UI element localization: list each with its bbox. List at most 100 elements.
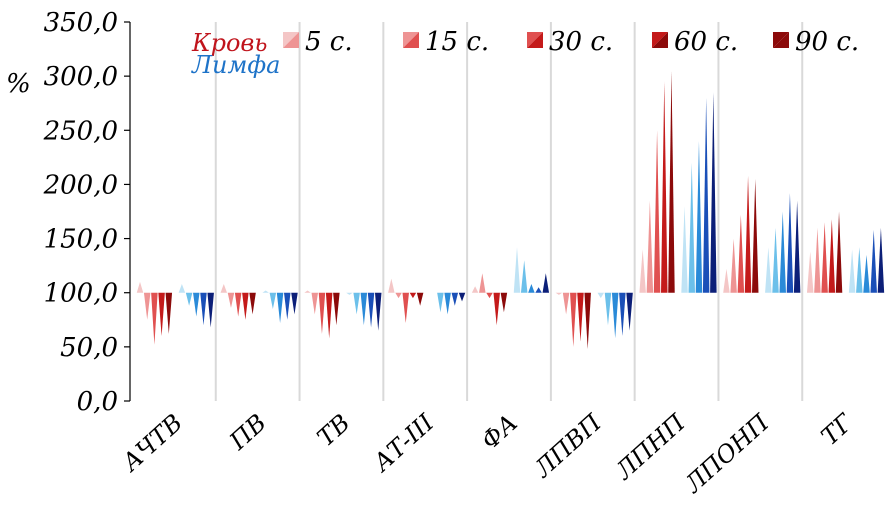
y-tick-label: 100,0 [44, 279, 118, 309]
bar-lymph-3 [863, 254, 870, 293]
bar-blood-1 [136, 281, 144, 293]
bar-blood-1 [388, 278, 395, 293]
y-tick-label: 50,0 [60, 333, 118, 363]
bar-blood-5 [835, 211, 843, 293]
bar-lymph-2 [604, 292, 612, 326]
bar-lymph-5 [793, 200, 801, 293]
bar-blood-2 [646, 200, 654, 293]
bar-lymph-1 [262, 290, 269, 293]
bar-blood-5 [500, 292, 508, 313]
bar-blood-4 [158, 292, 165, 337]
bar-lymph-1 [346, 292, 353, 295]
bar-blood-1 [471, 286, 479, 293]
bar-blood-3 [570, 292, 577, 347]
legend-label: 90 с. [795, 27, 859, 57]
bar-lymph-3 [611, 292, 619, 339]
category-label: ЛПОНП [679, 408, 775, 499]
category-separators [214, 22, 804, 401]
bar-blood-2 [814, 227, 821, 293]
y-tick-label: 0,0 [77, 387, 118, 417]
bar-lymph-2 [520, 260, 528, 293]
legend-label: 30 с. [549, 27, 613, 57]
legend-label: 15 с. [425, 27, 489, 57]
bar-lymph-2 [269, 292, 277, 309]
bar-blood-1 [723, 268, 730, 293]
bar-blood-4 [409, 292, 417, 299]
bar-lymph-1 [848, 249, 856, 293]
bar-blood-3 [402, 292, 409, 324]
y-axis-unit-label: % [6, 69, 31, 99]
bar-lymph-5 [374, 292, 382, 331]
y-tick-label: 200,0 [43, 170, 118, 200]
y-tick-label: 250,0 [43, 116, 118, 146]
category-label: АЧТВ [115, 409, 188, 478]
bar-blood-5 [333, 292, 340, 326]
bar-blood-1 [639, 249, 646, 293]
bar-blood-1 [304, 290, 311, 293]
bar-blood-1 [555, 292, 563, 295]
bar-blood-2 [227, 292, 235, 308]
bar-lymph-4 [535, 287, 542, 293]
bar-lymph-2 [185, 292, 193, 306]
legend-swatch-blood-shade [652, 32, 668, 48]
bar-blood-2 [730, 238, 737, 293]
category-label: АТ-III [367, 408, 440, 478]
bar-lymph-2 [856, 247, 863, 293]
bar-lymph-2 [437, 292, 444, 313]
bar-lymph-5 [626, 292, 633, 331]
y-tick-label: 350,0 [44, 8, 118, 38]
y-axis: 0,0 50,0 100,0 150,0 200,0 250,0 300,0 350,0 [43, 8, 131, 417]
y-tick-label: 300,0 [44, 62, 118, 92]
category-label: ЛПНП [610, 408, 692, 486]
bar-blood-5 [668, 70, 675, 293]
bar-blood-4 [744, 175, 752, 293]
bar-lymph-3 [528, 284, 535, 293]
bar-blood-4 [325, 292, 333, 339]
bar-lymph-2 [353, 292, 360, 315]
bar-blood-2 [479, 273, 486, 293]
bar-blood-3 [737, 214, 745, 293]
bar-blood-4 [242, 292, 249, 320]
bar-lymph-1 [513, 247, 521, 293]
bar-blood-5 [416, 292, 424, 306]
bar-blood-1 [220, 284, 228, 293]
bar-lymph-4 [451, 292, 459, 306]
bars [136, 70, 885, 350]
bar-lymph-3 [360, 292, 368, 326]
category-label: ТГ [816, 408, 859, 451]
bar-lymph-4 [284, 292, 291, 320]
bar-blood-2 [143, 292, 151, 320]
bar-lymph-5 [542, 273, 550, 293]
bar-blood-5 [165, 292, 173, 334]
legend-swatch-blood-shade [527, 32, 543, 48]
bar-blood-5 [249, 292, 256, 315]
bar-lymph-1 [178, 284, 186, 293]
legend-label: 5 с. [305, 27, 353, 57]
lymph-label: Лимфа [191, 51, 280, 79]
legend-item: 90 с. [773, 27, 859, 57]
bar-blood-2 [311, 292, 319, 315]
bar-lymph-5 [877, 227, 885, 293]
bar-blood-3 [486, 292, 493, 299]
legend-item: 60 с. [652, 27, 738, 57]
bar-lymph-1 [765, 247, 772, 293]
bar-blood-2 [562, 292, 570, 315]
bar-blood-4 [577, 292, 584, 342]
bar-lymph-5 [710, 92, 717, 293]
bar-lymph-4 [786, 193, 794, 293]
bar-blood-3 [234, 292, 242, 317]
bar-blood-5 [584, 292, 591, 350]
bar-blood-3 [821, 222, 828, 293]
bar-lymph-4 [619, 292, 626, 337]
bar-lymph-4 [870, 229, 877, 293]
bar-lymph-3 [444, 292, 451, 315]
bar-lymph-5 [458, 292, 466, 302]
legend-item: 15 с. [403, 27, 489, 57]
bar-lymph-3 [779, 211, 786, 293]
bar-lymph-4 [702, 97, 710, 293]
bar-blood-2 [395, 292, 402, 299]
category-label: ТВ [312, 409, 356, 452]
bar-blood-4 [661, 81, 668, 293]
